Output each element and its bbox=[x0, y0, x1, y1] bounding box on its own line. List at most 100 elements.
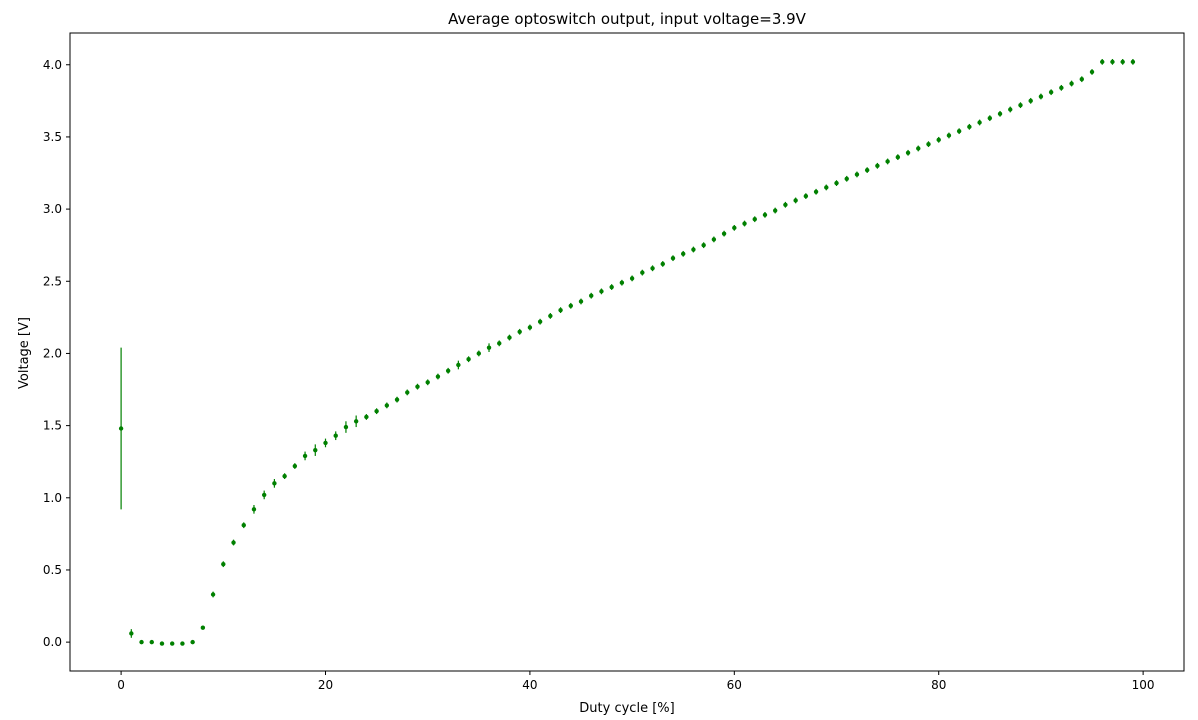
data-point bbox=[292, 463, 298, 469]
data-point bbox=[118, 426, 124, 431]
data-point bbox=[772, 208, 778, 213]
data-point bbox=[456, 362, 461, 368]
data-point bbox=[302, 453, 308, 459]
x-tick-label: 60 bbox=[727, 678, 742, 692]
data-point bbox=[1018, 102, 1023, 108]
data-point bbox=[221, 561, 226, 567]
data-point bbox=[261, 492, 267, 498]
data-point bbox=[1028, 98, 1033, 104]
data-point bbox=[517, 329, 522, 334]
x-tick-label: 20 bbox=[318, 678, 333, 692]
data-point bbox=[149, 639, 154, 645]
data-point bbox=[251, 507, 257, 512]
data-point bbox=[660, 261, 665, 267]
data-point bbox=[323, 440, 328, 446]
axis-ticks: 0 20 40 60 80 100 0.0 0.5 1.0 1.5 2.0 2.5 3.0 3.5 4.0 bbox=[43, 58, 1155, 692]
x-tick-label: 0 bbox=[117, 678, 125, 692]
y-tick-label: 1.5 bbox=[43, 419, 62, 433]
data-point bbox=[589, 293, 594, 298]
data-point bbox=[425, 380, 430, 385]
data-point bbox=[599, 289, 604, 294]
y-tick-label: 4.0 bbox=[43, 58, 62, 72]
data-point bbox=[507, 335, 512, 340]
data-point bbox=[803, 193, 809, 199]
data-point bbox=[1059, 85, 1064, 91]
chart-title: Average optoswitch output, input voltage… bbox=[448, 10, 807, 28]
x-axis-label: Duty cycle [%] bbox=[579, 701, 674, 716]
data-point bbox=[946, 133, 952, 138]
data-point bbox=[1069, 81, 1074, 86]
data-point bbox=[497, 341, 502, 346]
data-point bbox=[732, 225, 737, 231]
data-point bbox=[241, 523, 246, 528]
data-point bbox=[435, 374, 441, 379]
data-point bbox=[1079, 76, 1084, 82]
data-point bbox=[415, 384, 420, 389]
data-point bbox=[170, 641, 175, 646]
data-point bbox=[313, 447, 318, 453]
data-point bbox=[650, 266, 655, 271]
data-point bbox=[916, 146, 921, 151]
data-point bbox=[394, 397, 400, 402]
data-point bbox=[374, 408, 379, 414]
data-point bbox=[548, 313, 553, 319]
y-axis-label: Voltage [V] bbox=[17, 317, 32, 389]
data-point bbox=[139, 639, 144, 645]
data-point bbox=[333, 433, 338, 438]
data-point bbox=[364, 414, 369, 420]
data-point bbox=[711, 237, 717, 242]
data-point bbox=[1048, 89, 1054, 95]
data-point bbox=[783, 202, 788, 207]
data-point bbox=[813, 189, 819, 194]
data-point bbox=[885, 159, 890, 164]
data-point bbox=[1110, 59, 1115, 65]
data-point bbox=[486, 345, 492, 350]
data-point bbox=[824, 185, 829, 190]
data-point bbox=[936, 137, 941, 143]
data-point bbox=[905, 150, 911, 156]
y-tick-label: 1.0 bbox=[43, 491, 62, 505]
x-tick-label: 40 bbox=[522, 678, 537, 692]
data-point bbox=[180, 641, 185, 646]
data-point bbox=[793, 198, 798, 203]
data-point bbox=[691, 247, 696, 252]
data-point bbox=[343, 424, 349, 430]
data-point bbox=[864, 167, 870, 173]
data-point bbox=[384, 403, 390, 408]
data-point bbox=[405, 390, 410, 395]
data-point bbox=[353, 419, 359, 424]
data-point bbox=[1038, 94, 1044, 99]
data-point bbox=[1120, 59, 1125, 65]
data-point bbox=[578, 299, 584, 304]
data-point bbox=[1089, 69, 1095, 75]
data-point bbox=[445, 368, 451, 373]
data-point bbox=[926, 141, 931, 147]
data-point bbox=[1130, 59, 1136, 65]
data-point bbox=[742, 221, 747, 226]
y-tick-label: 2.5 bbox=[43, 274, 62, 288]
data-point bbox=[476, 351, 482, 356]
data-point bbox=[629, 276, 635, 281]
data-point bbox=[537, 319, 543, 324]
x-tick-label: 80 bbox=[931, 678, 946, 692]
data-point bbox=[527, 325, 533, 330]
data-point bbox=[568, 303, 573, 309]
y-tick-label: 3.0 bbox=[43, 202, 62, 216]
data-point bbox=[875, 163, 880, 168]
data-point bbox=[1100, 59, 1105, 65]
y-tick-label: 0.5 bbox=[43, 563, 62, 577]
data-point bbox=[210, 592, 216, 597]
data-point bbox=[272, 481, 277, 486]
data-point bbox=[190, 639, 195, 645]
data-point bbox=[844, 176, 849, 181]
data-point bbox=[558, 307, 563, 313]
data-point bbox=[681, 251, 686, 257]
y-tick-label: 2.0 bbox=[43, 346, 62, 360]
data-point bbox=[997, 111, 1003, 117]
data-point bbox=[282, 473, 287, 479]
data-point bbox=[670, 255, 676, 261]
data-point bbox=[200, 625, 206, 630]
data-point bbox=[466, 357, 471, 362]
data-point bbox=[956, 128, 962, 134]
